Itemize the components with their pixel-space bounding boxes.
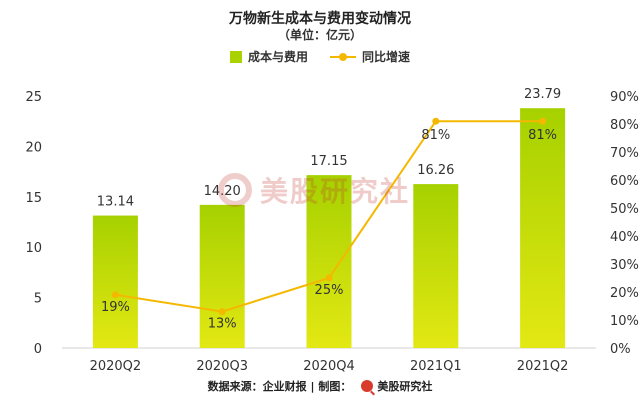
y-left-tick-label: 5	[34, 292, 42, 307]
growth-point	[325, 274, 333, 282]
bar-value-label: 16.26	[417, 163, 454, 178]
growth-value-label: 13%	[208, 317, 237, 332]
y-right-tick-label: 10%	[610, 314, 639, 329]
bar	[306, 175, 352, 348]
chart-subtitle: （单位：亿元）	[277, 28, 362, 42]
y-left-tick-label: 10	[25, 241, 42, 256]
bar	[199, 204, 245, 348]
growth-point	[432, 117, 440, 125]
x-tick-label: 2020Q4	[303, 359, 355, 374]
footer-brand: 美股研究社	[361, 378, 432, 394]
footer: 数据来源：企业财报 | 制图： 美股研究社	[0, 378, 640, 394]
legend-bar-swatch	[229, 50, 242, 63]
bar-value-label: 17.15	[310, 154, 347, 169]
y-right-tick-label: 40%	[610, 230, 639, 245]
y-left-tick-label: 15	[25, 191, 42, 206]
y-right-tick-label: 50%	[610, 202, 639, 217]
bar-value-label: 13.14	[97, 195, 134, 210]
y-left-tick-label: 20	[25, 140, 42, 155]
bar-value-label: 14.20	[204, 184, 241, 199]
y-right-tick-label: 80%	[610, 118, 639, 133]
growth-point	[218, 308, 226, 316]
legend-item-bar: 成本与费用	[229, 48, 308, 65]
y-right-tick-label: 70%	[610, 146, 639, 161]
y-right-tick-label: 30%	[610, 258, 639, 273]
x-tick-label: 2020Q2	[90, 359, 142, 374]
footer-source: 数据来源：企业财报 | 制图：	[207, 380, 352, 393]
bar	[92, 215, 138, 348]
growth-point	[111, 291, 119, 299]
x-tick-label: 2020Q3	[196, 359, 248, 374]
bar	[413, 184, 459, 348]
y-right-tick-label: 20%	[610, 286, 639, 301]
y-right-tick-label: 60%	[610, 174, 639, 189]
footer-brand-name: 美股研究社	[377, 380, 433, 393]
legend-line-swatch	[330, 51, 356, 63]
chart-title: 万物新生成本与费用变动情况	[229, 11, 411, 27]
x-tick-label: 2021Q1	[410, 359, 462, 374]
bar-value-label: 23.79	[524, 87, 561, 102]
bar	[520, 108, 566, 348]
y-right-tick-label: 90%	[610, 90, 639, 105]
legend: 成本与费用 同比增速	[0, 48, 640, 65]
legend-label-bar: 成本与费用	[247, 50, 308, 64]
y-right-tick-label: 0%	[610, 342, 631, 357]
x-tick-label: 2021Q2	[517, 359, 569, 374]
y-left-tick-label: 0	[34, 342, 42, 357]
growth-value-label: 81%	[528, 128, 557, 143]
brand-logo-icon	[361, 380, 374, 392]
y-left-tick-label: 25	[25, 90, 42, 105]
legend-item-line: 同比增速	[330, 48, 410, 65]
growth-point	[539, 117, 547, 125]
growth-value-label: 19%	[101, 300, 130, 315]
growth-value-label: 25%	[315, 283, 344, 298]
legend-label-line: 同比增速	[362, 50, 411, 64]
growth-value-label: 81%	[421, 128, 450, 143]
